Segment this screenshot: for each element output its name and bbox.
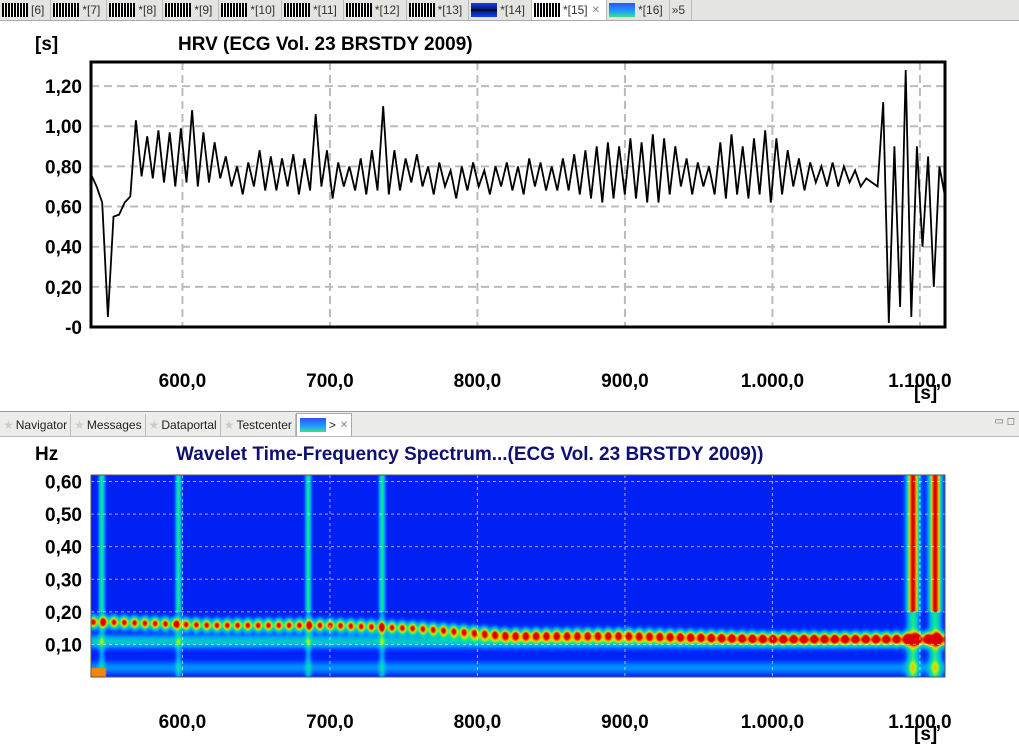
- y-tick-label: 1,00: [45, 117, 82, 138]
- editor-tab[interactable]: »5: [670, 0, 693, 20]
- plot-background: [91, 62, 945, 327]
- chart-thumbnail-icon: [533, 3, 560, 17]
- x-tick-label: 700,0: [306, 371, 354, 392]
- editor-tab[interactable]: *[16]: [607, 0, 670, 20]
- tab-label: »5: [671, 3, 686, 17]
- tab-label: *[12]: [374, 3, 400, 17]
- x-tick-label: 1.100,0: [888, 371, 951, 392]
- y-tick-label: 0,40: [45, 238, 82, 259]
- y-tick-label: 0,60: [45, 473, 82, 494]
- x-tick-label: 800,0: [454, 712, 502, 733]
- x-tick-label: 600,0: [159, 371, 207, 392]
- y-tick-label: -0: [65, 318, 82, 339]
- tab-label: Messages: [86, 418, 142, 432]
- chart-thumbnail-icon: [345, 3, 372, 17]
- x-axis-unit: [s]: [914, 383, 937, 404]
- tab-label: *[8]: [138, 3, 157, 17]
- view-tab[interactable]: ★ Testcenter: [221, 414, 296, 436]
- x-axis-unit: [s]: [914, 724, 937, 745]
- y-tick-label: 1,20: [45, 77, 82, 98]
- plot-frame: [90, 474, 946, 678]
- star-icon: ★: [3, 418, 14, 432]
- x-tick-label: 1.000,0: [741, 712, 804, 733]
- tab-label: *[14]: [500, 3, 525, 17]
- tab-label: *[16]: [638, 3, 663, 17]
- chart-thumbnail-icon: [53, 3, 80, 17]
- editor-tab-bar: [6] *[7] *[8] *[9] *[10] *[11] *[12] *[13] *[14]…: [0, 0, 1019, 21]
- editor-tab[interactable]: *[14]: [469, 0, 532, 20]
- y-axis-unit: Hz: [35, 444, 58, 465]
- star-icon: ★: [148, 418, 160, 432]
- view-tab[interactable]: ★ Navigator: [0, 414, 72, 436]
- view-tab[interactable]: ★ Messages: [71, 414, 146, 436]
- hrv-chart: 600,0 700,0 800,0 900,0 1.000,0 1.100,0 -0 0,20…: [35, 34, 952, 404]
- tab-label: *[7]: [82, 3, 101, 17]
- spectrum-plot-area: [91, 475, 945, 677]
- y-tick-label: 0,30: [45, 570, 82, 591]
- x-tick-label: 600,0: [159, 712, 207, 733]
- tab-label: Navigator: [15, 418, 68, 432]
- tab-label: *[9]: [194, 3, 213, 17]
- chart-thumbnail-icon: [471, 3, 498, 17]
- editor-tab[interactable]: *[7]: [51, 0, 108, 20]
- minimize-maximize-icon[interactable]: ▭ ◻: [994, 416, 1015, 427]
- chart-thumbnail-icon: [299, 418, 326, 432]
- chart-thumbnail-icon: [109, 3, 136, 17]
- wavelet-heatmap: [91, 475, 945, 677]
- star-icon: ★: [223, 418, 235, 432]
- editor-tab[interactable]: *[15] ✕: [531, 0, 608, 20]
- hrv-series-line: [90, 69, 946, 324]
- tab-label: Testcenter: [236, 418, 292, 432]
- chart-thumbnail-icon: [284, 3, 311, 17]
- tab-label: *[15]: [562, 3, 588, 17]
- view-tab[interactable]: ★ Dataportal: [146, 414, 221, 436]
- x-tick-label: 900,0: [601, 712, 649, 733]
- chart-thumbnail-icon: [165, 3, 192, 17]
- chart-title: Wavelet Time-Frequency Spectrum...(ECG V…: [176, 444, 763, 465]
- editor-tab[interactable]: *[11]: [282, 0, 344, 20]
- close-icon[interactable]: ✕: [339, 419, 349, 431]
- editor-tab[interactable]: *[10]: [219, 0, 283, 20]
- tab-label: *[13]: [437, 3, 463, 17]
- view-tab-active[interactable]: > ✕: [295, 413, 353, 436]
- y-tick-label: 0,60: [45, 198, 82, 219]
- chart-thumbnail-icon: [221, 3, 248, 17]
- star-icon: ★: [74, 418, 85, 432]
- editor-tab[interactable]: *[12]: [344, 0, 407, 20]
- editor-tab[interactable]: [6]: [0, 0, 52, 20]
- view-tab-bar: ▭ ◻ ★ Navigator ★ Messages ★ Dataportal ★ Testc…: [0, 411, 1019, 437]
- y-tick-label: 0,50: [45, 505, 82, 526]
- y-tick-label: 0,20: [45, 603, 82, 624]
- y-axis-unit: [s]: [35, 34, 58, 55]
- x-tick-label: 800,0: [454, 371, 502, 392]
- y-tick-label: 0,20: [45, 278, 82, 299]
- x-tick-label: 1.000,0: [741, 371, 804, 392]
- tab-label: *[10]: [250, 3, 276, 17]
- editor-tab[interactable]: *[9]: [163, 0, 220, 20]
- chart-thumbnail-icon: [609, 3, 636, 17]
- plot-frame: [89, 60, 947, 329]
- close-icon[interactable]: ✕: [591, 4, 601, 16]
- tab-label: >: [328, 418, 336, 432]
- tab-label: [6]: [31, 3, 45, 17]
- editor-tab[interactable]: *[8]: [107, 0, 164, 20]
- chart-title: HRV (ECG Vol. 23 BRSTDY 2009): [178, 34, 473, 55]
- x-tick-label: 700,0: [306, 712, 354, 733]
- y-tick-label: 0,80: [45, 157, 82, 178]
- wavelet-chart: 600,0 700,0 800,0 900,0 1.000,0 1.100,0 0,10 0,…: [35, 444, 952, 745]
- tab-label: *[11]: [313, 3, 337, 17]
- chart-thumbnail-icon: [408, 3, 435, 17]
- tab-label: Dataportal: [161, 418, 217, 432]
- editor-tab[interactable]: *[13]: [407, 0, 470, 20]
- x-tick-label: 900,0: [601, 371, 649, 392]
- x-tick-label: 1.100,0: [888, 712, 951, 733]
- y-tick-label: 0,40: [45, 538, 82, 559]
- y-tick-label: 0,10: [45, 635, 82, 656]
- chart-thumbnail-icon: [2, 3, 28, 17]
